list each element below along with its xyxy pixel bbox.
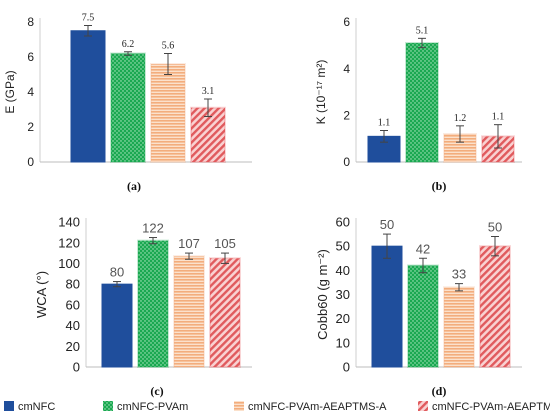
- y-axis-label-a: E (GPa): [3, 70, 17, 113]
- y-tick-label: 4: [27, 85, 34, 99]
- y-tick-label: 40: [66, 318, 80, 333]
- data-label-a-3: 5.6: [162, 41, 175, 52]
- y-tick-label: 0: [343, 360, 350, 375]
- data-label-c-4: 105: [214, 236, 236, 251]
- legend-swatch-3: [234, 401, 244, 411]
- chart-panel-b: 0 2 4 6 1.1 5.1 1.2 1.1 K (10⁻¹⁷ m²) (b): [314, 15, 522, 193]
- data-label-b-1: 1.1: [378, 118, 391, 129]
- y-tick-label: 40: [336, 263, 350, 278]
- y-tick-label: 0: [343, 155, 350, 169]
- data-label-c-1: 80: [110, 265, 124, 280]
- y-axis-label-b: K (10⁻¹⁷ m²): [314, 60, 328, 125]
- legend-swatch-4: [418, 401, 428, 411]
- legend-item-3: cmNFC-PVAm-AEAPTMS-A: [234, 401, 387, 413]
- chart-panel-c: 0 20 40 60 80 100 120 140 80 122 107 105 WCA (°) (c): [34, 215, 252, 398]
- data-label-b-4: 1.1: [492, 112, 505, 123]
- bar-b-2: [405, 42, 439, 163]
- y-tick-label: 2: [343, 109, 350, 123]
- legend-item-2: cmNFC-PVAm: [103, 401, 188, 413]
- data-label-a-4: 3.1: [202, 86, 215, 97]
- y-tick-label: 0: [73, 360, 80, 375]
- bar-c-1: [101, 283, 133, 368]
- legend: cmNFC cmNFC-PVAm cmNFC-PVAm-AEAPTMS-A cmNFC…: [4, 401, 550, 413]
- bar-d-1: [371, 245, 403, 368]
- chart-panel-a: 0 2 4 6 8 7.5 6.2 5.6 3.1 E (GPa) (a): [3, 13, 252, 193]
- data-label-b-2: 5.1: [416, 25, 429, 36]
- y-tick-label: 80: [66, 277, 80, 292]
- legend-label-1: cmNFC: [18, 401, 55, 413]
- y-tick-label: 30: [336, 287, 350, 302]
- y-tick-label: 2: [27, 120, 34, 134]
- y-tick-label: 50: [336, 239, 350, 254]
- bar-d-2: [407, 264, 439, 368]
- y-tick-label: 20: [336, 311, 350, 326]
- y-tick-label: 10: [336, 335, 350, 350]
- y-tick-label: 8: [27, 15, 34, 29]
- bar-a-2: [110, 52, 146, 163]
- y-tick-label: 6: [27, 50, 34, 64]
- legend-label-4: cmNFC-PVAm-AEAPTMS-B: [432, 401, 550, 413]
- y-tick-label: 0: [27, 155, 34, 169]
- bar-d-4: [479, 245, 511, 369]
- bar-d-3: [443, 286, 475, 368]
- bar-c-3: [173, 255, 205, 368]
- panel-label-c: (c): [150, 384, 163, 398]
- chart-panel-d: 0 10 20 30 40 50 60 50 42 33 50 Cobb60 (g m⁻²) (d): [315, 215, 522, 398]
- bar-c-2: [137, 239, 169, 368]
- data-label-d-3: 33: [452, 267, 466, 282]
- bar-a-1: [70, 30, 106, 163]
- panel-label-d: (d): [432, 384, 447, 398]
- y-axis-label-d: Cobb60 (g m⁻²): [315, 249, 330, 340]
- y-tick-label: 4: [343, 62, 350, 76]
- y-tick-label: 60: [66, 297, 80, 312]
- data-label-a-1: 7.5: [82, 13, 95, 24]
- data-label-d-2: 42: [416, 241, 430, 256]
- panel-label-b: (b): [432, 179, 447, 193]
- y-tick-label: 20: [66, 339, 80, 354]
- legend-swatch-2: [103, 401, 113, 411]
- legend-label-2: cmNFC-PVAm: [117, 401, 188, 413]
- panel-label-a: (a): [127, 179, 141, 193]
- data-label-c-3: 107: [178, 236, 200, 251]
- y-tick-label: 6: [343, 15, 350, 29]
- y-tick-label: 100: [58, 256, 80, 271]
- data-label-d-1: 50: [380, 217, 394, 232]
- data-label-d-4: 50: [488, 220, 502, 235]
- legend-item-1: cmNFC: [4, 401, 55, 413]
- data-label-a-2: 6.2: [122, 39, 135, 50]
- legend-swatch-1: [4, 401, 14, 411]
- y-tick-label: 140: [58, 215, 80, 230]
- data-label-c-2: 122: [142, 221, 164, 236]
- bar-c-4: [209, 257, 241, 368]
- legend-label-3: cmNFC-PVAm-AEAPTMS-A: [248, 401, 387, 413]
- bar-b-3: [443, 133, 477, 163]
- y-tick-label: 120: [58, 235, 80, 250]
- legend-item-4: cmNFC-PVAm-AEAPTMS-B: [418, 401, 550, 413]
- bar-a-3: [150, 63, 186, 163]
- data-label-b-3: 1.2: [454, 113, 467, 124]
- y-tick-label: 60: [336, 215, 350, 230]
- y-axis-label-c: WCA (°): [34, 271, 49, 318]
